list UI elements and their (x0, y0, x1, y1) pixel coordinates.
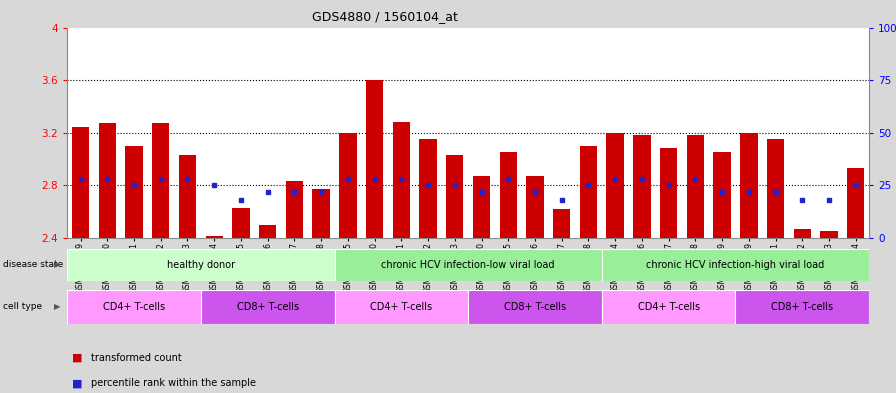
Bar (286, 181, 303, 238)
Bar (473, 176, 490, 238)
Bar (847, 168, 865, 238)
Bar (313, 189, 330, 238)
Text: CD4+ T-cells: CD4+ T-cells (103, 302, 165, 312)
Bar (334, 290, 468, 324)
Bar (660, 149, 677, 238)
Bar (686, 135, 704, 238)
Bar (607, 132, 624, 238)
Bar (526, 176, 544, 238)
Bar (152, 123, 169, 238)
Text: chronic HCV infection-high viral load: chronic HCV infection-high viral load (646, 260, 824, 270)
Text: percentile rank within the sample: percentile rank within the sample (91, 378, 256, 388)
Text: CD4+ T-cells: CD4+ T-cells (370, 302, 433, 312)
Bar (259, 225, 276, 238)
Bar (767, 139, 784, 238)
Bar (580, 146, 597, 238)
Bar (366, 80, 383, 238)
Bar (500, 152, 517, 238)
Text: CD8+ T-cells: CD8+ T-cells (237, 302, 298, 312)
Bar (99, 123, 116, 238)
Bar (392, 122, 410, 238)
Text: ■: ■ (72, 378, 82, 388)
Text: CD8+ T-cells: CD8+ T-cells (771, 302, 833, 312)
Text: ▶: ▶ (55, 261, 61, 269)
Bar (713, 152, 731, 238)
Bar (179, 155, 196, 238)
Text: transformed count: transformed count (91, 353, 182, 363)
Bar (468, 290, 602, 324)
Bar (419, 139, 436, 238)
Bar (446, 155, 463, 238)
Text: CD8+ T-cells: CD8+ T-cells (504, 302, 566, 312)
Bar (340, 132, 357, 238)
Bar (125, 146, 142, 238)
Bar (201, 290, 334, 324)
Bar (736, 290, 869, 324)
Bar (553, 209, 571, 238)
Bar (821, 231, 838, 238)
Text: chronic HCV infection-low viral load: chronic HCV infection-low viral load (382, 260, 555, 270)
Bar (72, 127, 90, 238)
Bar (67, 249, 334, 281)
Bar (334, 249, 602, 281)
Bar (633, 135, 650, 238)
Bar (205, 237, 223, 238)
Bar (794, 229, 811, 238)
Text: GDS4880 / 1560104_at: GDS4880 / 1560104_at (313, 10, 458, 23)
Bar (740, 132, 757, 238)
Text: disease state: disease state (3, 261, 63, 269)
Bar (232, 208, 250, 238)
Bar (67, 290, 201, 324)
Bar (602, 290, 736, 324)
Bar (602, 249, 869, 281)
Text: healthy donor: healthy donor (167, 260, 235, 270)
Text: ▶: ▶ (55, 303, 61, 311)
Text: ■: ■ (72, 353, 82, 363)
Text: CD4+ T-cells: CD4+ T-cells (638, 302, 700, 312)
Text: cell type: cell type (3, 303, 42, 311)
